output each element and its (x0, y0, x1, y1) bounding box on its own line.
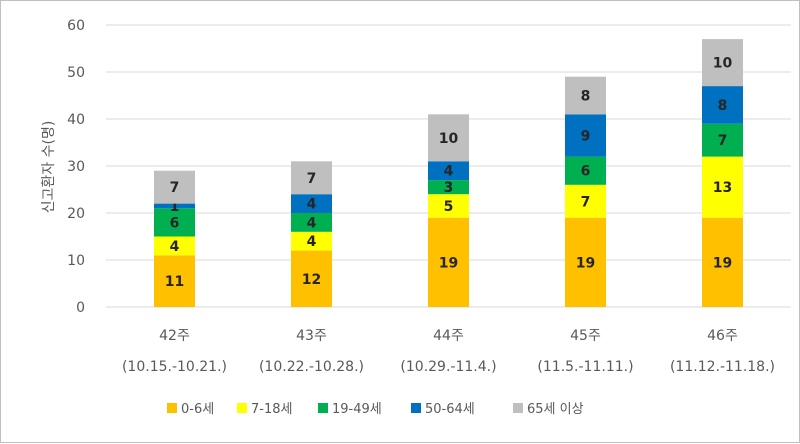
x-tick-sublabel: (11.5.-11.11.) (537, 359, 633, 375)
x-axis-labels: 42주 (10.15.-10.21.) 43주 (10.22.-10.28.) 44주 (… (122, 328, 775, 375)
legend-label: 19-49세 (332, 402, 382, 417)
bar-segment (291, 194, 332, 213)
data-label: 8 (581, 89, 591, 105)
data-label: 4 (307, 197, 317, 213)
x-tick-label: 43주 (296, 328, 327, 344)
bar-segment (154, 208, 195, 237)
data-label: 19 (576, 255, 595, 271)
bar-segment (702, 156, 743, 218)
y-axis-ticks: 0 10 20 30 40 50 60 (67, 18, 85, 316)
data-label: 7 (307, 171, 317, 187)
x-tick-sublabel: (10.22.-10.28.) (259, 359, 364, 375)
x-tick-label: 44주 (433, 328, 464, 344)
data-label: 10 (439, 131, 459, 147)
bar-segment (428, 114, 469, 162)
data-label: 1 (170, 199, 180, 215)
y-tick-label: 30 (67, 159, 85, 175)
data-label: 19 (713, 255, 732, 271)
legend-swatch (167, 403, 177, 413)
data-label: 11 (165, 274, 184, 290)
legend-label: 50-64세 (425, 402, 475, 417)
data-label: 7 (581, 194, 591, 210)
data-label: 4 (307, 215, 317, 231)
data-label: 12 (302, 272, 321, 288)
legend: 0-6세 7-18세 19-49세 50-64세 65세 이상 (167, 402, 584, 417)
y-tick-label: 0 (76, 300, 85, 316)
bar-segment (428, 161, 469, 181)
bar-segment (154, 236, 195, 256)
data-label: 10 (713, 56, 733, 72)
y-tick-label: 10 (67, 253, 85, 269)
x-tick-sublabel: (11.12.-11.18.) (670, 359, 775, 375)
bar-segment (702, 86, 743, 124)
bar-segment (565, 76, 606, 115)
bar-segment (291, 250, 332, 307)
bar-segment (291, 213, 332, 232)
x-tick-sublabel: (10.29.-11.4.) (400, 359, 496, 375)
x-tick-sublabel: (10.15.-10.21.) (122, 359, 227, 375)
legend-swatch (318, 403, 328, 413)
y-tick-label: 60 (67, 18, 85, 34)
data-label: 13 (713, 180, 732, 196)
legend-label: 7-18세 (251, 402, 292, 417)
bar-segment (565, 184, 606, 218)
bar-segment (154, 255, 195, 307)
bar-segment (428, 180, 469, 195)
legend-swatch (411, 403, 421, 413)
bar-segment (565, 217, 606, 307)
x-tick-label: 46주 (707, 328, 738, 344)
data-label: 4 (307, 234, 317, 250)
bar-segment (702, 123, 743, 157)
legend-swatch (237, 403, 247, 413)
data-label: 5 (444, 199, 454, 215)
x-tick-label: 45주 (570, 328, 601, 344)
data-label: 6 (170, 215, 180, 231)
bar-segment (702, 39, 743, 87)
y-tick-label: 50 (67, 65, 85, 81)
bar-segment (154, 170, 195, 204)
y-tick-label: 40 (67, 112, 85, 128)
legend-label: 65세 이상 (527, 402, 584, 417)
data-label: 19 (439, 255, 458, 271)
data-label: 4 (444, 164, 454, 180)
data-label: 8 (718, 98, 728, 114)
data-label: 7 (718, 133, 728, 149)
bar-segment (565, 156, 606, 185)
bar-segment (291, 161, 332, 195)
legend-swatch (513, 403, 523, 413)
bar-segment (428, 217, 469, 307)
data-label: 6 (581, 164, 591, 180)
legend-label: 0-6세 (181, 402, 214, 417)
bar-segment (154, 203, 195, 209)
data-label: 9 (581, 128, 591, 144)
x-tick-label: 42주 (159, 328, 190, 344)
bar-segment (565, 114, 606, 157)
bar-segment (702, 217, 743, 307)
y-axis-label: 신고환자 수(명) (41, 121, 57, 214)
bar-segment (428, 194, 469, 218)
data-label: 3 (444, 180, 454, 196)
y-tick-label: 20 (67, 206, 85, 222)
data-label: 4 (170, 239, 180, 255)
bar-segment (291, 231, 332, 251)
data-label: 7 (170, 180, 180, 196)
